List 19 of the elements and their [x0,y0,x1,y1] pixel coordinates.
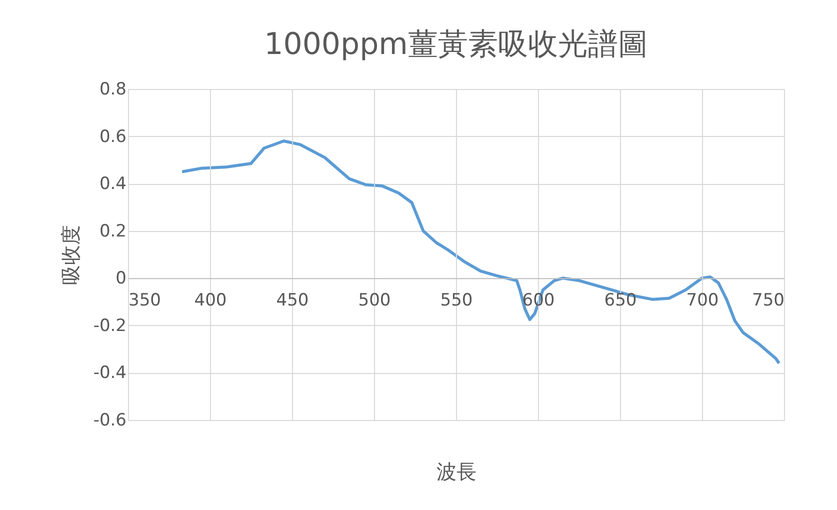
x-tick-label: 400 [194,290,227,311]
y-tick-label: 0.2 [99,221,126,242]
y-axis-title: 吸收度 [58,225,82,285]
x-tick-label: 650 [604,290,637,311]
x-tick-label: 700 [686,290,719,311]
y-tick-label: 0.8 [99,80,126,100]
x-axis-title: 波長 [436,460,476,484]
chart-title: 1000ppm薑黃素吸收光譜圖 [264,27,648,62]
y-tick-label: -0.4 [93,363,126,384]
y-tick-label: 0 [116,268,126,289]
y-tick-label: -0.2 [93,316,126,336]
x-tick-label: 750 [752,290,784,311]
y-tick-label: -0.6 [93,410,126,430]
y-tick-label: 0.4 [99,174,126,194]
x-tick-label: 500 [358,290,391,311]
y-tick-label: 0.6 [99,126,126,147]
x-tick-label: 450 [276,290,309,311]
x-tick-label: 550 [440,290,473,311]
x-tick-label: 350 [128,290,161,311]
